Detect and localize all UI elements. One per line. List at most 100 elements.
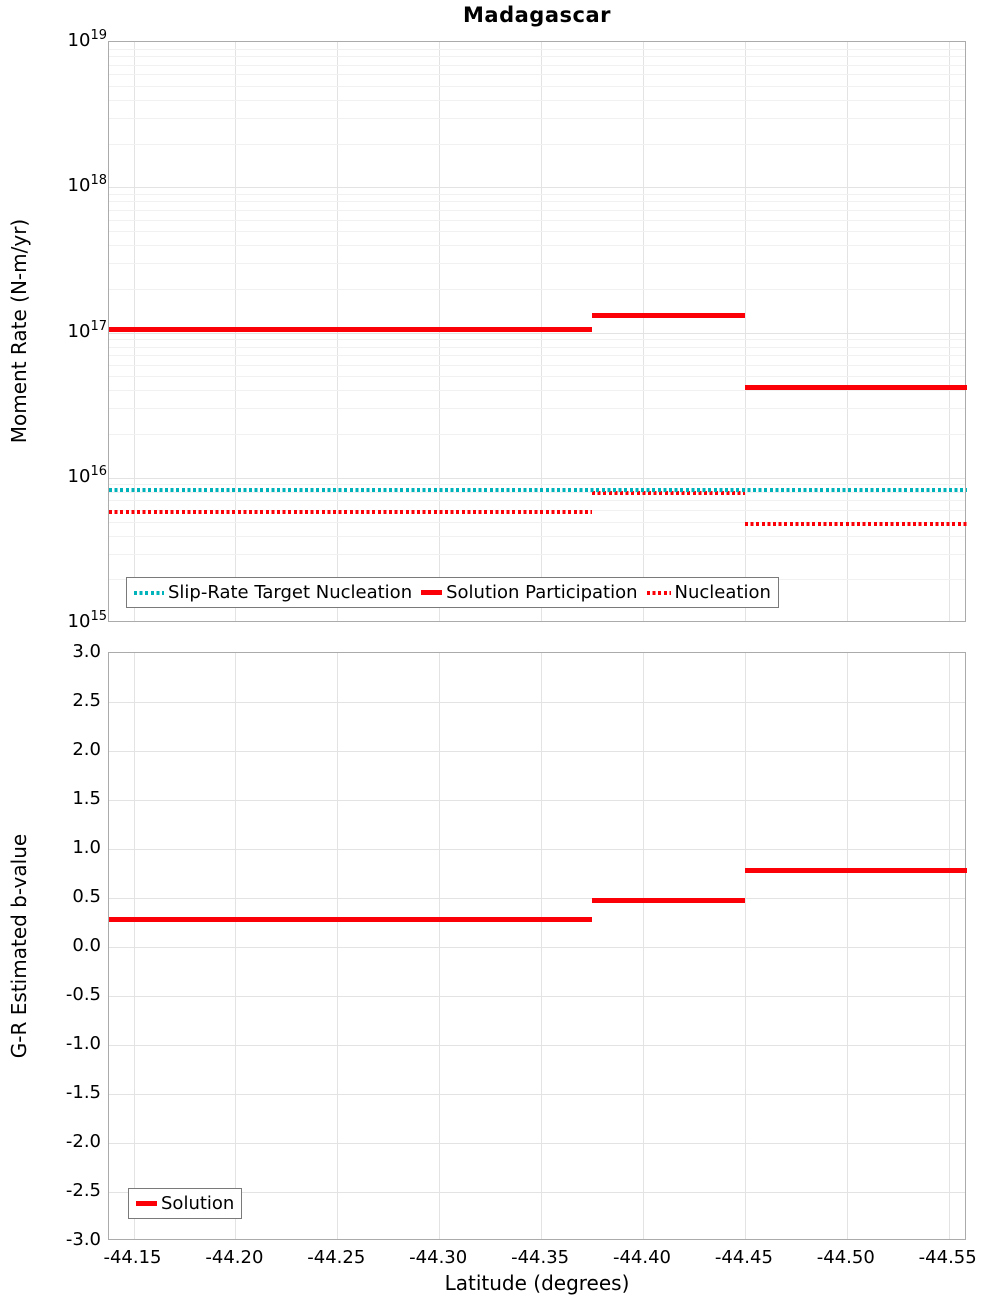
- series-segment-solution-participation: [744, 384, 967, 390]
- y-tick-label-moment-rate: 1015: [67, 609, 107, 633]
- gridline-vertical: [337, 653, 339, 1239]
- gridline-major: [109, 947, 965, 948]
- gridline-minor: [109, 500, 965, 502]
- y-tick-label-b-value: 3.0: [72, 641, 101, 663]
- log-tick-base: 10: [67, 30, 91, 52]
- y-tick-label-moment-rate: 1017: [67, 320, 107, 342]
- y-tick-label-moment-rate: 1016: [67, 463, 107, 487]
- y-tick-label-b-value: -0.5: [65, 984, 101, 1006]
- gridline-vertical: [948, 42, 950, 621]
- legend-label-slip-rate-target: Slip-Rate Target Nucleation: [168, 582, 413, 603]
- y-tick-label-b-value: 1.5: [72, 788, 101, 810]
- x-tick-label-latitude: -44.15: [103, 1247, 162, 1268]
- series-segment-slip-rate-target-nucleation: [109, 488, 967, 493]
- gridline-minor: [109, 263, 965, 265]
- x-tick-label-latitude: -44.20: [205, 1247, 264, 1268]
- log-tick-base: 10: [67, 611, 91, 633]
- y-tick-label-b-value: 1.0: [72, 837, 101, 859]
- gridline-minor: [109, 484, 965, 486]
- slip-rate-target-dotted-swatch: [134, 590, 164, 595]
- legend-label-nucleation: Nucleation: [674, 582, 771, 603]
- gridline-minor: [109, 231, 965, 232]
- gridline-major: [109, 1094, 965, 1095]
- gridline-vertical: [235, 653, 237, 1239]
- gridline-vertical: [744, 653, 746, 1239]
- y-tick-label-b-value: 0.5: [72, 886, 101, 908]
- gridline-minor: [109, 193, 965, 195]
- gridline-minor: [109, 390, 965, 392]
- gridline-vertical: [846, 42, 848, 621]
- x-tick-label-latitude: -44.45: [714, 1247, 773, 1268]
- gridline-minor: [109, 99, 965, 101]
- gridline-major: [109, 849, 965, 850]
- log-tick-exponent: 15: [90, 609, 107, 625]
- y-tick-label-b-value: -3.0: [65, 1229, 101, 1251]
- gridline-major: [109, 751, 965, 752]
- gridline-vertical: [948, 653, 950, 1239]
- gridline-minor: [109, 219, 965, 221]
- gridline-major: [109, 477, 965, 479]
- series-segment-solution-participation: [592, 313, 745, 319]
- log-tick-base: 10: [67, 465, 91, 487]
- log-tick-exponent: 19: [90, 28, 107, 44]
- gridline-minor: [109, 201, 965, 203]
- gridline-minor: [109, 245, 965, 247]
- moment-rate-plot-area: [108, 41, 967, 622]
- gridline-major: [109, 187, 965, 189]
- y-tick-label-b-value: -1.0: [65, 1033, 101, 1055]
- y-tick-label-b-value: -2.0: [65, 1131, 101, 1153]
- gridline-minor: [109, 209, 965, 211]
- log-tick-exponent: 18: [90, 173, 107, 189]
- log-tick-base: 10: [67, 175, 91, 197]
- y-tick-label-b-value: -2.5: [65, 1180, 101, 1202]
- gridline-minor: [109, 491, 965, 493]
- gridline-vertical: [744, 42, 746, 621]
- series-segment-solution: [744, 868, 967, 874]
- y-tick-label-b-value: -1.5: [65, 1082, 101, 1104]
- gridline-minor: [109, 346, 965, 348]
- gridline-major: [109, 332, 965, 334]
- series-segment-solution-participation: [109, 326, 592, 332]
- gridline-minor: [109, 553, 965, 555]
- series-segment-solution: [109, 917, 592, 923]
- gridline-major: [109, 702, 965, 703]
- gridline-minor: [109, 376, 965, 378]
- gridline-major: [109, 1143, 965, 1144]
- gridline-minor: [109, 339, 965, 341]
- moment-rate-legend: Slip-Rate Target Nucleation Solution Par…: [126, 577, 779, 608]
- gridline-minor: [109, 85, 965, 87]
- gridline-minor: [109, 64, 965, 66]
- legend-item-solution-participation: Solution Participation: [421, 582, 638, 603]
- x-tick-label-latitude: -44.25: [307, 1247, 366, 1268]
- b-value-plot-area: [108, 652, 967, 1240]
- x-tick-label-latitude: -44.50: [816, 1247, 875, 1268]
- gridline-minor: [109, 521, 965, 523]
- log-tick-base: 10: [67, 320, 91, 342]
- y-tick-label-b-value: 2.5: [72, 690, 101, 712]
- series-segment-nucleation: [592, 490, 745, 495]
- gridline-major: [109, 1045, 965, 1046]
- x-tick-label-latitude: -44.30: [409, 1247, 468, 1268]
- gridline-minor: [109, 434, 965, 435]
- gridline-major: [109, 800, 965, 801]
- series-segment-nucleation: [109, 510, 592, 515]
- gridline-major: [109, 996, 965, 997]
- gridline-minor: [109, 408, 965, 410]
- y-tick-label-b-value: 2.0: [72, 739, 101, 761]
- x-tick-label-latitude: -44.35: [511, 1247, 570, 1268]
- gridline-minor: [109, 355, 965, 356]
- x-tick-label-latitude: -44.40: [612, 1247, 672, 1268]
- gridline-vertical: [643, 42, 644, 621]
- gridline-minor: [109, 117, 965, 119]
- gridline-vertical: [439, 653, 441, 1239]
- gridline-minor: [109, 48, 965, 50]
- b-value-legend: Solution: [128, 1188, 243, 1219]
- gridline-vertical: [541, 653, 543, 1239]
- log-tick-exponent: 16: [90, 463, 107, 479]
- gridline-minor: [109, 364, 965, 366]
- gridline-minor: [109, 535, 965, 537]
- nucleation-dotted-swatch: [646, 590, 671, 595]
- y-axis-label-b-value: G-R Estimated b-value: [7, 833, 31, 1059]
- legend-label-solution-participation: Solution Participation: [446, 582, 638, 603]
